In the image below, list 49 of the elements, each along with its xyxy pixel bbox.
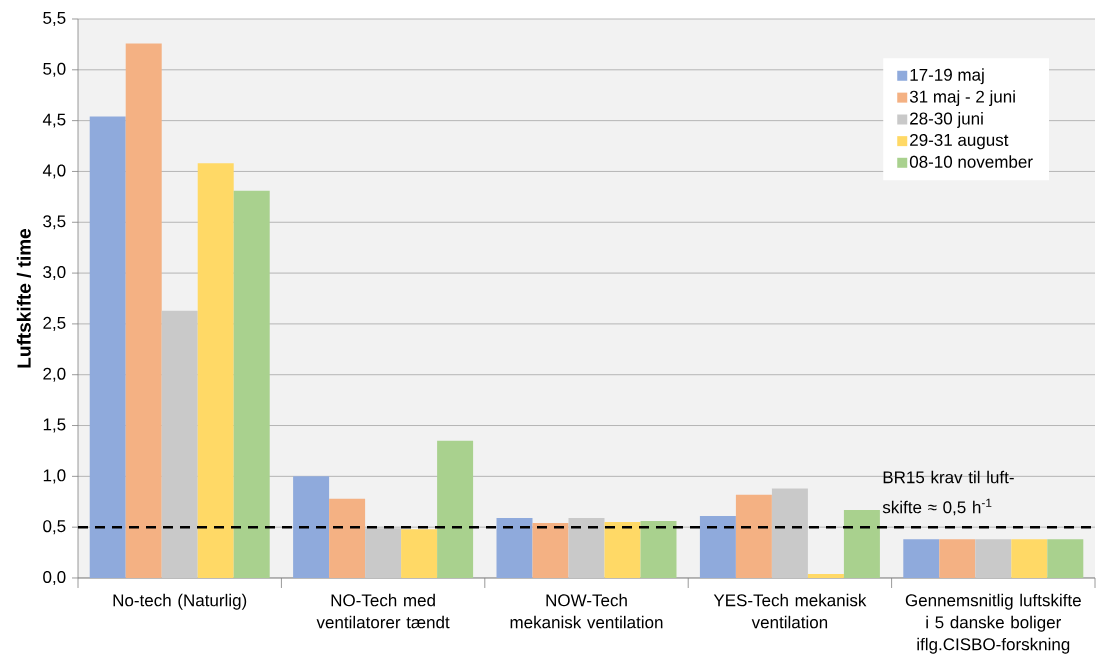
bar	[1047, 539, 1084, 578]
bar	[293, 476, 330, 578]
bar	[329, 498, 366, 578]
bar	[197, 163, 234, 578]
x-tick-label: NOW-Tech mekanisk ventilation	[510, 593, 663, 629]
y-tick-label: 0,0	[43, 570, 66, 586]
y-tick-label: 1,5	[43, 418, 66, 433]
bar	[975, 539, 1012, 578]
y-tick-label: 4,0	[42, 164, 66, 179]
y-tick-label: 2,0	[43, 367, 66, 382]
bar	[843, 509, 880, 578]
y-axis-title: Luftskifte / time	[16, 228, 31, 368]
x-tick-label: Gennemsnitlig luftskifte i 5 danske boliger iflg.CISBO-forskning	[905, 593, 1081, 654]
bar	[437, 440, 474, 578]
y-tick-label: 5,5	[43, 12, 66, 26]
x-tick-label: No-tech (Naturlig)	[113, 593, 247, 610]
bar	[532, 523, 569, 578]
bar	[233, 190, 270, 578]
bar	[939, 539, 976, 578]
bar	[699, 515, 736, 578]
legend-label: 08-10 november	[909, 155, 1033, 168]
y-tick-label: 5,0	[43, 62, 66, 77]
legend-label: 28-30 juni	[910, 112, 983, 128]
bar	[365, 528, 402, 578]
bar	[771, 488, 808, 578]
bar	[568, 518, 605, 578]
bar	[604, 522, 641, 578]
bar	[903, 539, 940, 578]
bar	[161, 310, 198, 578]
bar	[807, 573, 844, 578]
x-tick-label: NO-Tech med ventilatorer tændt	[316, 593, 450, 629]
y-tick-label: 3,0	[43, 266, 66, 281]
bar	[125, 43, 162, 578]
bar	[401, 529, 438, 578]
legend-label: 31 maj - 2 juni	[909, 90, 1015, 107]
y-tick-label: 2,5	[43, 316, 66, 331]
y-tick-label: 0,5	[43, 520, 66, 535]
y-tick-label: 3,5	[43, 215, 66, 230]
y-tick-label: 4,5	[42, 113, 66, 128]
bar	[640, 521, 677, 578]
legend-label: 17-19 maj	[910, 68, 984, 85]
y-tick-label: 1,0	[43, 469, 66, 484]
bar	[496, 518, 533, 578]
ref-line-label: BR15 krav til luft-skifte ≈ 0,5 h$^{-1}$	[882, 470, 1014, 516]
bar	[735, 494, 772, 578]
bar	[89, 116, 126, 578]
bar	[1011, 539, 1048, 578]
legend-label: 29-31 august	[910, 133, 1009, 150]
x-tick-label: YES-Tech mekanisk ventilation	[713, 593, 867, 629]
